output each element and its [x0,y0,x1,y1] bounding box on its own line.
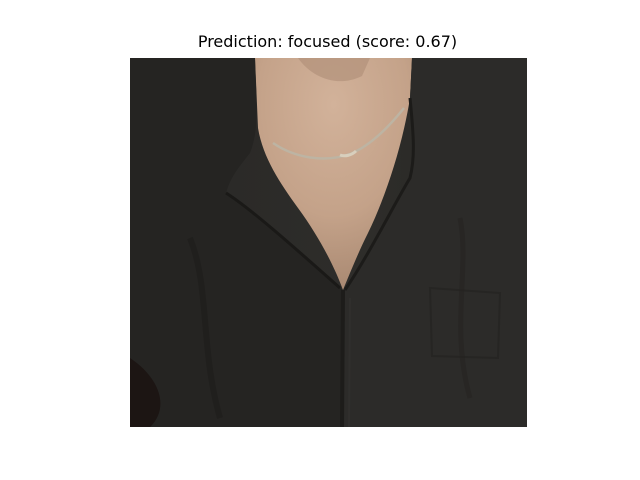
prediction-title: Prediction: focused (score: 0.67) [197,32,458,51]
neck-skin [255,58,412,290]
person-photo [130,58,527,427]
shirt-placket [340,289,345,427]
collar-right [343,58,527,427]
collar-left [130,58,343,427]
image-panel [130,58,527,427]
shirt-pocket [428,286,502,360]
